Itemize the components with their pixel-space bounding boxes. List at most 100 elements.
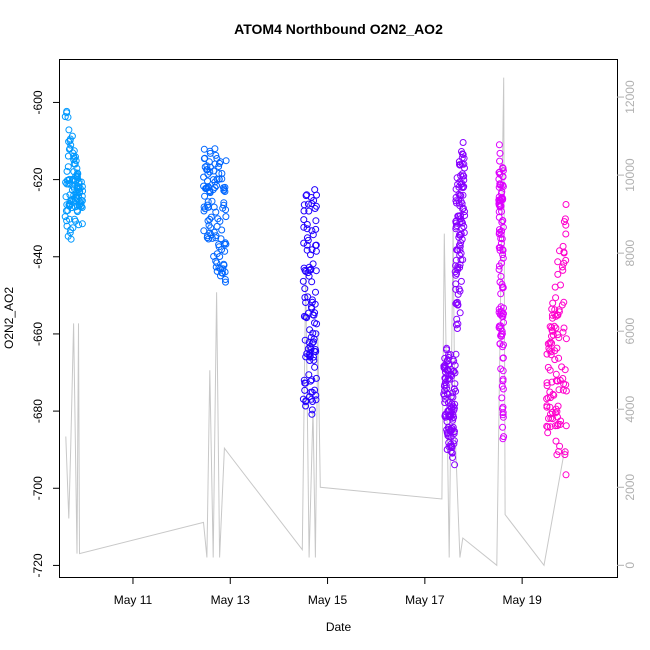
data-point [73,172,81,180]
data-point [453,270,461,277]
scatter-series [61,107,87,243]
data-point [497,322,505,330]
data-point [220,187,228,194]
data-point [443,344,451,352]
data-point [497,332,505,340]
data-point [75,221,83,229]
data-point [454,320,462,328]
x-tick-label: May 15 [308,593,348,607]
data-point [312,288,319,296]
data-point [558,363,566,371]
y2-tick-label: 2000 [623,474,637,501]
data-point [212,208,220,216]
data-point [212,263,220,271]
data-point [312,247,320,255]
data-point [499,413,507,421]
data-point [457,215,465,223]
data-point [558,263,566,271]
data-point [450,357,458,365]
data-point [306,357,314,364]
data-point [200,155,208,163]
data-point [557,281,564,289]
data-point [303,225,311,233]
data-point [215,264,223,272]
data-point [203,201,211,209]
data-point [311,386,319,394]
data-point [556,442,564,450]
y-tick-label: -720 [31,553,45,577]
data-point [66,137,74,145]
data-point [308,278,316,286]
data-point [499,195,507,203]
data-point [454,290,462,298]
data-point [78,220,86,228]
data-point [498,259,505,267]
data-point [495,266,503,273]
data-point [455,233,463,241]
data-point [221,247,229,255]
data-point [499,435,507,443]
data-point [452,350,460,358]
data-point [496,157,504,165]
data-point [496,170,504,178]
data-point [308,339,316,347]
secondary-series-line [65,77,566,567]
data-point [311,363,319,371]
data-point [498,208,505,215]
data-point [452,321,460,329]
data-point [558,301,566,309]
data-point [310,347,318,355]
data-point [215,243,223,251]
plot-frame [59,59,618,578]
data-point [308,376,316,384]
data-point [304,200,312,208]
data-point [63,176,71,184]
data-point [448,442,456,450]
data-point [312,374,320,382]
data-point [204,198,212,206]
data-point [312,391,320,399]
data-point [200,207,208,215]
data-point [546,338,554,346]
data-point [61,113,69,121]
data-point [562,201,570,208]
data-point [441,361,449,369]
data-point [451,461,459,469]
data-point [301,285,309,293]
data-point [497,230,505,238]
data-point [451,369,459,377]
data-point [561,451,569,459]
data-point [63,167,71,175]
data-point [66,200,74,208]
data-point [500,341,507,349]
data-point [441,399,449,407]
data-point [497,365,505,373]
data-point [543,379,551,387]
data-point [221,183,229,191]
data-point [552,405,560,413]
data-point [208,197,216,205]
data-point [495,228,503,236]
data-point [301,336,309,344]
data-point [312,225,320,233]
scatter-series [299,186,321,418]
data-point [63,107,71,115]
data-point [299,277,307,285]
data-point [544,340,552,348]
data-point [453,174,461,182]
data-point [449,454,456,461]
data-point [457,198,465,206]
data-point [303,221,311,228]
data-point [458,183,466,191]
data-point [452,262,460,270]
data-point [222,278,229,286]
data-point [444,407,452,415]
data-point [215,163,223,170]
data-point [499,251,507,259]
data-point [311,205,319,212]
y-tick-label: -680 [31,399,45,423]
x-axis-label: Date [326,620,352,634]
data-point [562,230,570,238]
data-point [78,183,86,190]
data-point [562,422,570,430]
